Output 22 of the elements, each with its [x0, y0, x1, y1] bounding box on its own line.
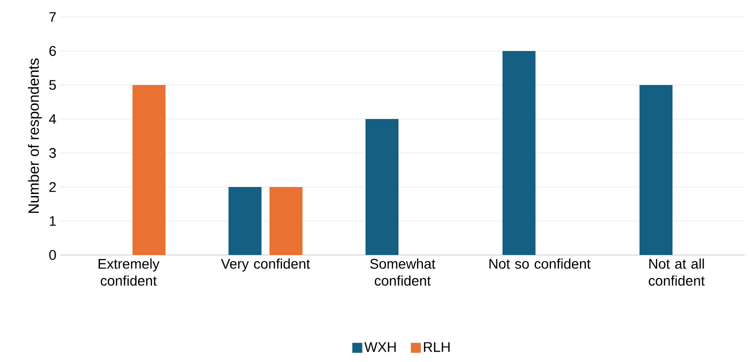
bar — [502, 51, 536, 255]
y-tick-label: 7 — [49, 12, 56, 22]
y-tick-label: 1 — [50, 216, 56, 226]
y-tick-label: 0 — [49, 250, 56, 260]
bar — [366, 119, 399, 255]
bar — [228, 187, 262, 255]
y-tick-label: 2 — [49, 182, 56, 192]
bar — [132, 85, 166, 255]
x-tick-label: Not so confident — [489, 258, 591, 269]
y-tick-label: 5 — [49, 80, 56, 90]
bar — [270, 187, 303, 255]
x-tick-label: Not at all confident — [648, 258, 705, 286]
y-axis-title: Number of respondents — [28, 58, 42, 213]
x-tick-label: Somewhat confident — [370, 258, 436, 286]
x-tick-label: Extremely confident — [98, 258, 160, 286]
bar — [640, 85, 673, 255]
y-tick-label: 6 — [49, 46, 56, 56]
legend-label: WXH — [364, 342, 396, 352]
y-tick-label: 3 — [49, 148, 56, 158]
legend-label: RLH — [424, 342, 450, 352]
x-tick-label: Very confident — [220, 258, 310, 272]
y-tick-label: 4 — [49, 114, 56, 124]
